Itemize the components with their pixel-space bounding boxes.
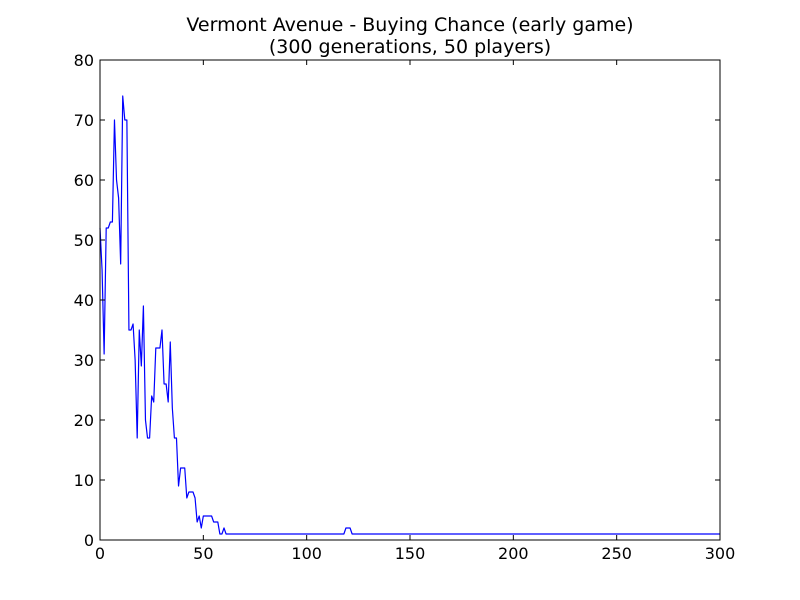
x-tick-label: 50 xyxy=(193,544,213,563)
y-tick-label: 0 xyxy=(84,531,94,550)
plot-area xyxy=(100,60,720,540)
y-tick-label: 60 xyxy=(74,171,94,190)
series-line xyxy=(99,95,720,535)
chart-title-line1: Vermont Avenue - Buying Chance (early ga… xyxy=(186,14,633,36)
x-tick-label: 250 xyxy=(601,544,632,563)
y-tick-label: 70 xyxy=(74,111,94,130)
y-tick-label: 20 xyxy=(74,411,94,430)
x-tick-label: 100 xyxy=(291,544,322,563)
y-tick-label: 30 xyxy=(74,351,94,370)
tick-layer: 0 50 100 150 200 250 300 0 10 20 30 40 50 60 70 80 xyxy=(74,51,736,563)
x-tick-label: 200 xyxy=(498,544,529,563)
y-tick-label: 50 xyxy=(74,231,94,250)
y-tick-label: 80 xyxy=(74,51,94,70)
x-tick-label: 0 xyxy=(95,544,105,563)
chart-title-line2: (300 generations, 50 players) xyxy=(269,36,551,58)
x-tick-label: 150 xyxy=(395,544,426,563)
y-tick-label: 10 xyxy=(74,471,94,490)
series-layer xyxy=(99,95,720,535)
x-tick-label: 300 xyxy=(705,544,736,563)
plot-frame xyxy=(99,59,721,541)
y-tick-label: 40 xyxy=(74,291,94,310)
